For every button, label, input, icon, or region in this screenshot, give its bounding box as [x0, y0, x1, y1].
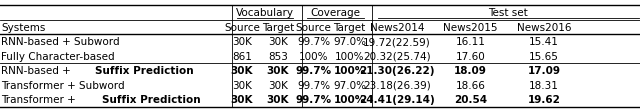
Text: 861: 861: [232, 52, 252, 62]
Text: 23.18(26.39): 23.18(26.39): [363, 81, 431, 91]
Text: Suffix Prediction: Suffix Prediction: [95, 66, 194, 76]
Text: 19.62: 19.62: [527, 95, 561, 105]
Text: 24.41(29.14): 24.41(29.14): [359, 95, 435, 105]
Text: Target: Target: [333, 23, 365, 33]
Text: 19.72(22.59): 19.72(22.59): [363, 37, 431, 47]
Text: 30K: 30K: [230, 66, 253, 76]
Text: Transformer + Subword: Transformer + Subword: [1, 81, 125, 91]
Text: News2015: News2015: [443, 23, 498, 33]
Text: Vocabulary: Vocabulary: [236, 8, 294, 18]
Text: 99.7%: 99.7%: [296, 66, 332, 76]
Text: News2014: News2014: [369, 23, 424, 33]
Text: Coverage: Coverage: [310, 8, 360, 18]
Text: 15.65: 15.65: [529, 52, 559, 62]
Text: Source: Source: [296, 23, 332, 33]
Text: 30K: 30K: [266, 66, 289, 76]
Text: 853: 853: [268, 52, 288, 62]
Text: 15.41: 15.41: [529, 37, 559, 47]
Text: Source: Source: [224, 23, 260, 33]
Text: 18.31: 18.31: [529, 81, 559, 91]
Text: News2016: News2016: [516, 23, 572, 33]
Text: 30K: 30K: [232, 81, 252, 91]
Text: RNN-based +: RNN-based +: [1, 66, 74, 76]
Text: 97.0%: 97.0%: [333, 81, 366, 91]
Text: RNN-based + Suffix Prediction: RNN-based + Suffix Prediction: [1, 66, 159, 76]
Text: Suffix Prediction: Suffix Prediction: [102, 95, 200, 105]
Text: 17.60: 17.60: [456, 52, 485, 62]
Text: Test set: Test set: [488, 8, 528, 18]
Text: 20.32(25.74): 20.32(25.74): [363, 52, 431, 62]
Text: 16.11: 16.11: [456, 37, 485, 47]
Text: 99.7%: 99.7%: [297, 37, 330, 47]
Text: 30K: 30K: [230, 95, 253, 105]
Text: 30K: 30K: [268, 81, 288, 91]
Text: RNN-based + Subword: RNN-based + Subword: [1, 37, 120, 47]
Text: 100%: 100%: [333, 66, 365, 76]
Text: Target: Target: [262, 23, 294, 33]
Text: 17.09: 17.09: [527, 66, 561, 76]
Text: 100%: 100%: [335, 52, 364, 62]
Text: 99.7%: 99.7%: [297, 81, 330, 91]
Text: 100%: 100%: [333, 95, 365, 105]
Text: 20.54: 20.54: [454, 95, 487, 105]
Text: 18.66: 18.66: [456, 81, 485, 91]
Text: 30K: 30K: [268, 37, 288, 47]
Text: 21.30(26.22): 21.30(26.22): [359, 66, 435, 76]
Text: 30K: 30K: [266, 95, 289, 105]
Text: Fully Character-based: Fully Character-based: [1, 52, 115, 62]
Text: 18.09: 18.09: [454, 66, 487, 76]
Text: 99.7%: 99.7%: [296, 95, 332, 105]
Text: 100%: 100%: [299, 52, 328, 62]
Text: Transformer + Suffix Prediction: Transformer + Suffix Prediction: [1, 95, 164, 105]
Text: 97.0%: 97.0%: [333, 37, 366, 47]
Text: 30K: 30K: [232, 37, 252, 47]
Text: Transformer +: Transformer +: [1, 95, 79, 105]
Text: Systems: Systems: [1, 23, 45, 33]
